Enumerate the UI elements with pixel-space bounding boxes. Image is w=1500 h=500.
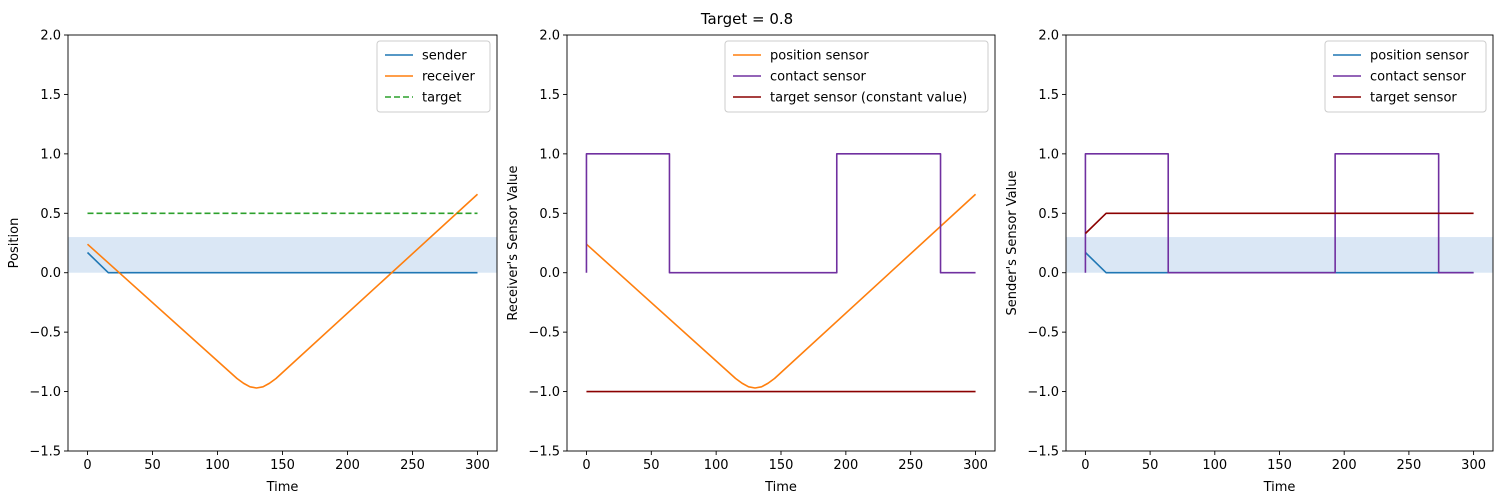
y-tick-label: 0.0 [40,266,61,281]
x-tick-label: 250 [400,458,425,473]
y-tick-label: −0.5 [528,326,560,341]
x-tick-label: 50 [1142,458,1159,473]
plot-area [86,193,479,389]
y-tick-label: 1.5 [539,88,560,103]
chart-panels: 0 50 100 150 200 250 300 −1.5 −1.0 −0.5 0.0 0.5 1.0 1… [7,29,1494,495]
x-tick-label: 250 [1396,458,1421,473]
x-tick-label: 0 [83,458,91,473]
x-tick-label: 50 [643,458,660,473]
x-tick-label: 0 [582,458,590,473]
plot-area [585,153,977,393]
legend-label: contact sensor [770,70,867,85]
chart-panel-2: 0 50 100 150 200 250 300 −1.5 −1.0 −0.5 0.0 0.5 1.0 1… [506,29,996,495]
legend-box [1324,40,1487,113]
series-line-1 [1084,251,1474,274]
y-tick-label: 1.5 [1038,88,1059,103]
series-line-2 [585,153,976,274]
legend: position sensor contact sensor target sens… [724,40,989,113]
y-axis-label: Position [7,218,22,269]
y-tick-label: 0.0 [1038,266,1059,281]
legend-label: contact sensor [1370,70,1467,85]
x-axis-label: Time [764,480,797,495]
legend: sender receiver target [376,40,491,113]
legend-label: target [422,91,462,106]
y-tick-label: 1.0 [1038,147,1059,162]
series-line-2 [1084,153,1474,274]
chart-panel-3: 0 50 100 150 200 250 300 −1.5 −1.0 −0.5 0.0 0.5 1.0 1… [1005,29,1494,495]
y-tick-label: −1.0 [528,385,560,400]
x-tick-label: 200 [335,458,360,473]
y-tick-label: −1.5 [528,445,560,460]
y-tick-label: 1.5 [40,88,61,103]
x-tick-label: 150 [769,458,794,473]
x-tick-label: 100 [704,458,729,473]
x-tick-label: 0 [1081,458,1089,473]
y-tick-label: −1.0 [29,385,61,400]
x-tick-label: 100 [205,458,230,473]
y-tick-label: 2.0 [1038,29,1059,44]
series-line-1 [86,251,478,274]
legend-label: position sensor [1370,49,1469,64]
x-tick-label: 300 [963,458,988,473]
chart-panel-1: 0 50 100 150 200 250 300 −1.5 −1.0 −0.5 0.0 0.5 1.0 1… [7,29,498,495]
y-tick-label: 0.5 [40,207,61,222]
series-line-1 [585,193,977,389]
x-tick-label: 300 [1461,458,1486,473]
y-tick-label: 1.0 [40,147,61,162]
threshold-band [68,237,497,273]
y-tick-label: −1.5 [29,445,61,460]
x-tick-label: 100 [1202,458,1227,473]
y-tick-label: 0.5 [539,207,560,222]
figure-title: Target = 0.8 [700,10,793,28]
y-axis-label: Sender's Sensor Value [1005,171,1020,316]
legend-box [376,40,491,113]
legend-label: receiver [422,70,476,85]
threshold-band [1066,237,1493,273]
legend-label: target sensor (constant value) [770,91,967,106]
x-tick-label: 200 [1332,458,1357,473]
legend-label: sender [422,49,467,64]
legend: position sensor contact sensor target sens… [1324,40,1487,113]
y-tick-label: 2.0 [539,29,560,44]
x-tick-label: 150 [270,458,295,473]
y-tick-label: −1.0 [1027,385,1059,400]
legend-label: position sensor [770,49,869,64]
x-tick-label: 250 [898,458,923,473]
x-tick-label: 50 [144,458,161,473]
x-tick-label: 300 [465,458,490,473]
y-tick-label: −1.5 [1027,445,1059,460]
y-tick-label: −0.5 [29,326,61,341]
series-line-2 [86,193,479,389]
y-tick-label: 2.0 [40,29,61,44]
plot-area [1084,153,1474,274]
series-line-3 [1084,212,1474,235]
y-axis-label: Receiver's Sensor Value [506,165,521,320]
legend-label: target sensor [1370,91,1457,106]
y-tick-label: −0.5 [1027,326,1059,341]
legend-box [724,40,989,113]
x-axis-label: Time [1263,480,1296,495]
y-tick-label: 0.5 [1038,207,1059,222]
y-tick-label: 1.0 [539,147,560,162]
x-tick-label: 150 [1267,458,1292,473]
y-tick-label: 0.0 [539,266,560,281]
x-tick-label: 200 [833,458,858,473]
x-axis-label: Time [266,480,299,495]
